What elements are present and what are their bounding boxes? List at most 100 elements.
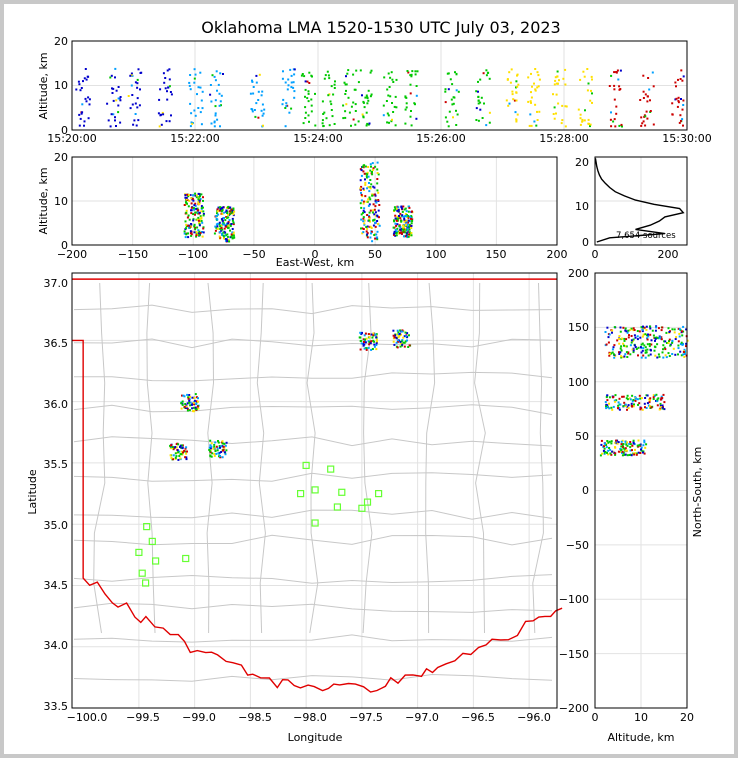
source-point bbox=[78, 124, 81, 127]
source-point bbox=[404, 340, 407, 343]
source-point bbox=[220, 451, 223, 453]
source-point bbox=[374, 333, 377, 336]
source-point bbox=[293, 90, 296, 93]
source-point bbox=[407, 210, 410, 213]
source-point bbox=[631, 449, 633, 452]
source-point bbox=[323, 77, 326, 80]
source-point bbox=[560, 122, 563, 125]
source-point bbox=[620, 443, 623, 446]
source-point bbox=[624, 353, 627, 356]
source-point bbox=[579, 117, 582, 120]
source-point bbox=[195, 196, 198, 199]
source-point bbox=[644, 349, 647, 352]
source-point bbox=[191, 407, 194, 410]
source-point bbox=[398, 332, 401, 335]
source-point bbox=[197, 107, 200, 109]
source-point bbox=[133, 119, 136, 122]
source-point bbox=[220, 227, 223, 229]
source-point bbox=[673, 331, 676, 334]
source-point bbox=[613, 84, 616, 87]
source-point bbox=[202, 210, 205, 213]
source-point bbox=[656, 343, 659, 346]
source-point bbox=[284, 107, 287, 109]
source-point bbox=[636, 444, 639, 447]
source-point bbox=[360, 185, 363, 188]
source-point bbox=[615, 112, 618, 115]
source-point bbox=[475, 119, 478, 121]
source-point bbox=[511, 90, 514, 93]
source-point bbox=[198, 224, 201, 227]
source-point bbox=[686, 339, 689, 342]
source-point bbox=[289, 68, 292, 71]
source-point bbox=[376, 189, 379, 192]
source-point bbox=[640, 326, 643, 329]
source-point bbox=[611, 351, 614, 354]
source-point bbox=[408, 223, 411, 226]
source-point bbox=[378, 216, 380, 219]
source-point bbox=[223, 211, 226, 214]
source-point bbox=[533, 120, 536, 123]
source-point bbox=[364, 181, 367, 184]
source-point bbox=[646, 337, 648, 340]
source-point bbox=[633, 329, 636, 331]
source-point bbox=[396, 333, 399, 336]
source-point bbox=[678, 332, 681, 335]
source-point bbox=[579, 78, 582, 81]
source-point bbox=[170, 93, 173, 96]
source-point bbox=[393, 336, 396, 339]
source-point bbox=[615, 439, 618, 442]
source-point bbox=[362, 189, 365, 191]
source-point bbox=[657, 397, 660, 400]
source-point bbox=[363, 164, 366, 167]
source-point bbox=[136, 97, 139, 100]
source-point bbox=[632, 439, 635, 442]
source-point bbox=[168, 68, 171, 71]
source-point bbox=[601, 452, 604, 455]
source-point bbox=[359, 69, 362, 72]
lma-station-marker bbox=[143, 522, 151, 531]
source-point bbox=[608, 85, 611, 87]
source-point bbox=[200, 123, 203, 126]
source-point bbox=[394, 222, 397, 225]
source-point bbox=[194, 211, 197, 214]
source-point bbox=[624, 329, 627, 332]
source-point bbox=[402, 336, 405, 339]
source-point bbox=[371, 162, 374, 165]
source-point bbox=[192, 219, 195, 222]
source-point bbox=[169, 447, 172, 450]
source-point bbox=[194, 194, 197, 197]
source-point bbox=[645, 443, 648, 446]
source-point bbox=[161, 111, 164, 114]
source-point bbox=[634, 399, 637, 402]
source-point bbox=[403, 235, 405, 238]
source-point bbox=[371, 336, 374, 339]
source-point bbox=[648, 343, 651, 345]
source-point bbox=[668, 355, 671, 357]
source-point bbox=[222, 231, 225, 234]
source-point bbox=[251, 108, 254, 111]
source-point bbox=[189, 74, 192, 76]
source-point bbox=[354, 103, 357, 106]
source-point bbox=[362, 170, 365, 173]
source-point bbox=[376, 220, 379, 222]
source-point bbox=[626, 408, 628, 411]
source-point bbox=[219, 236, 222, 239]
source-point bbox=[78, 113, 81, 116]
source-point bbox=[642, 444, 645, 447]
source-point bbox=[391, 118, 393, 121]
source-point bbox=[674, 338, 677, 340]
source-point bbox=[662, 344, 665, 347]
source-point bbox=[357, 81, 360, 84]
source-point bbox=[661, 406, 664, 409]
source-point bbox=[644, 346, 647, 349]
source-point bbox=[130, 74, 133, 77]
source-point bbox=[187, 226, 190, 229]
source-point bbox=[231, 211, 234, 214]
source-point bbox=[199, 71, 202, 74]
source-point bbox=[479, 108, 482, 111]
source-point bbox=[394, 229, 397, 231]
source-point bbox=[620, 445, 623, 448]
source-point bbox=[185, 404, 188, 407]
source-point bbox=[326, 70, 329, 73]
source-point bbox=[402, 341, 405, 344]
